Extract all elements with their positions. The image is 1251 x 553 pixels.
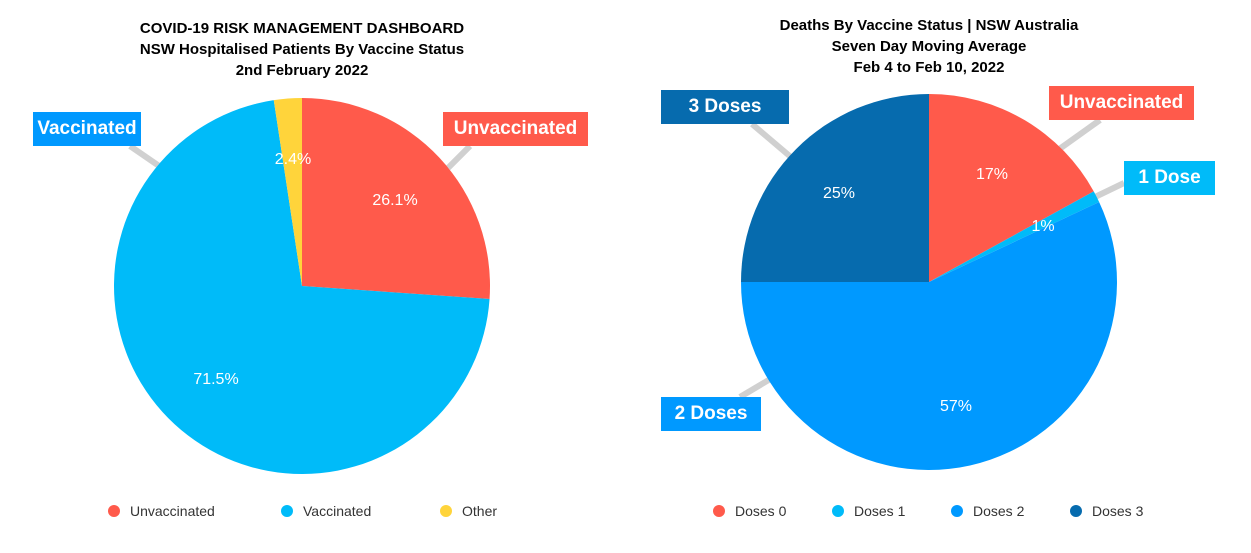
legend-label: Vaccinated [303, 503, 372, 519]
leader-line [1056, 117, 1102, 153]
title-line: NSW Hospitalised Patients By Vaccine Sta… [139, 41, 465, 58]
leader-line [128, 143, 164, 171]
data-label: 17% [975, 166, 1009, 183]
leader-lines [128, 117, 1126, 400]
left-pie [114, 98, 490, 474]
leader-line [738, 375, 774, 400]
title-line: Feb 4 to Feb 10, 2022 [853, 59, 1005, 76]
leader-line [445, 143, 473, 171]
legend-dot [440, 505, 452, 517]
data-label: 2.4% [274, 151, 312, 168]
legend-label: Doses 0 [735, 503, 787, 519]
data-label: 57% [939, 398, 973, 415]
legend-dot [713, 505, 725, 517]
data-label: 26.1% [372, 192, 418, 209]
right-chart-title: Deaths By Vaccine Status | NSW Australia… [679, 15, 1179, 78]
legend-dot [1070, 505, 1082, 517]
legend-dot [951, 505, 963, 517]
legend-item[interactable]: Doses 2 [951, 503, 1024, 519]
callout-2-doses: 2 Doses [661, 397, 761, 431]
legend-item[interactable]: Doses 3 [1070, 503, 1143, 519]
callout-unvaccinated: Unvaccinated [1049, 86, 1194, 120]
legend-label: Doses 2 [973, 503, 1025, 519]
data-label: 71.5% [193, 371, 239, 388]
legend-item[interactable]: Doses 1 [832, 503, 905, 519]
legend-item[interactable]: Unvaccinated [108, 503, 215, 519]
legend-dot [832, 505, 844, 517]
legend-item[interactable]: Doses 0 [713, 503, 786, 519]
pie-slice-doses-0[interactable] [929, 94, 1094, 282]
callout-unvaccinated: Unvaccinated [443, 112, 588, 146]
title-line: Deaths By Vaccine Status | NSW Australia [779, 17, 1079, 34]
leader-line [750, 121, 794, 161]
pie-slice-doses-2[interactable] [741, 201, 1118, 470]
pie-slice-unvaccinated[interactable] [302, 98, 490, 299]
right-pie [741, 94, 1118, 470]
pie-slice-other[interactable] [273, 98, 302, 286]
left-chart-title: COVID-19 RISK MANAGEMENT DASHBOARD NSW H… [52, 18, 552, 81]
leader-line [1093, 180, 1126, 200]
callout-3-doses: 3 Doses [661, 90, 789, 124]
legend-label: Doses 3 [1092, 503, 1144, 519]
data-label: 25% [822, 185, 856, 202]
legend-label: Unvaccinated [130, 503, 215, 519]
title-line: 2nd February 2022 [235, 62, 369, 79]
legend-dot [281, 505, 293, 517]
pie-slice-doses-1[interactable] [929, 191, 1100, 282]
pie-slice-doses-3[interactable] [741, 94, 929, 282]
title-line: COVID-19 RISK MANAGEMENT DASHBOARD [139, 20, 465, 37]
title-line: Seven Day Moving Average [831, 38, 1027, 55]
legend-label: Other [462, 503, 498, 519]
legend-dot [108, 505, 120, 517]
legend-label: Doses 1 [854, 503, 906, 519]
callout-vaccinated: Vaccinated [33, 112, 141, 146]
legend-item[interactable]: Other [440, 503, 497, 519]
pie-slice-vaccinated[interactable] [114, 100, 490, 474]
data-label: 1% [1031, 218, 1055, 235]
callout-1-dose: 1 Dose [1124, 161, 1215, 195]
legend-item[interactable]: Vaccinated [281, 503, 371, 519]
